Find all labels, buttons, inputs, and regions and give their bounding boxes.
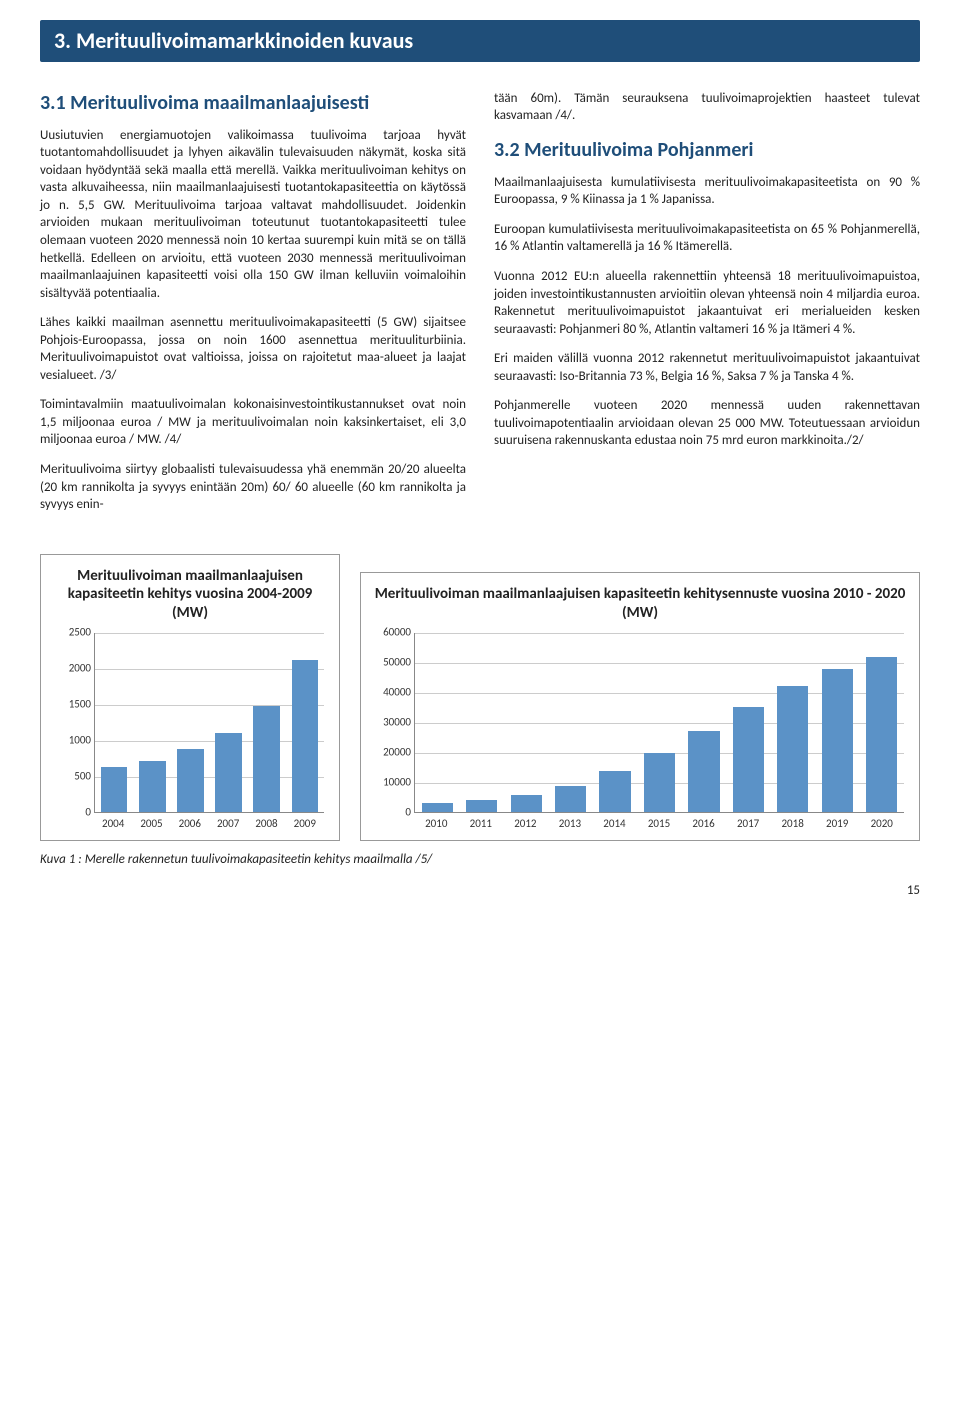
right-p4: Vuonna 2012 EU:n alueella rakennettiin y…	[494, 268, 920, 338]
xtick-label: 2020	[859, 817, 904, 832]
bar	[101, 767, 128, 812]
right-p2: Maailmanlaajuisesta kumulatiivisesta mer…	[494, 174, 920, 209]
bar	[253, 706, 280, 812]
right-p6: Pohjanmerelle vuoteen 2020 mennessä uude…	[494, 397, 920, 450]
ytick-label: 2000	[69, 661, 95, 676]
right-p3: Euroopan kumulatiivisesta merituulivoima…	[494, 221, 920, 256]
bar	[139, 761, 166, 812]
section-banner: 3. Merituulivoimamarkkinoiden kuvaus	[40, 20, 920, 62]
xtick-label: 2006	[171, 817, 209, 832]
xtick-label: 2007	[209, 817, 247, 832]
page-number: 15	[40, 882, 920, 900]
ytick-label: 1000	[69, 733, 95, 748]
xtick-label: 2019	[815, 817, 860, 832]
xtick-label: 2018	[770, 817, 815, 832]
left-p1: Uusiutuvien energiamuotojen valikoimassa…	[40, 127, 466, 302]
left-p3: Toimintavalmiin maatuulivoimalan kokonai…	[40, 396, 466, 449]
bar	[215, 733, 242, 812]
ytick-label: 40000	[383, 685, 415, 700]
xtick-label: 2015	[637, 817, 682, 832]
bar	[466, 800, 497, 812]
heading-3-2: 3.2 Merituulivoima Pohjanmeri	[494, 137, 920, 164]
charts-row: Merituulivoiman maailmanlaajuisen kapasi…	[40, 554, 920, 841]
ytick-label: 50000	[383, 655, 415, 670]
bar	[292, 660, 319, 812]
figure-caption: Kuva 1 : Merelle rakennetun tuulivoimaka…	[40, 851, 920, 869]
bar	[866, 657, 897, 812]
ytick-label: 60000	[383, 625, 415, 640]
xtick-label: 2010	[414, 817, 459, 832]
xtick-label: 2004	[94, 817, 132, 832]
left-p2: Lähes kaikki maailman asennettu merituul…	[40, 314, 466, 384]
xtick-label: 2014	[592, 817, 637, 832]
ytick-label: 0	[405, 805, 415, 820]
ytick-label: 30000	[383, 715, 415, 730]
xtick-label: 2013	[548, 817, 593, 832]
chart-2-area: 0100002000030000400005000060000201020112…	[376, 633, 904, 832]
bar	[644, 753, 675, 812]
chart-1-area: 0500100015002000250020042005200620072008…	[56, 633, 324, 832]
bar	[777, 686, 808, 812]
bar	[422, 803, 453, 812]
xtick-label: 2016	[681, 817, 726, 832]
ytick-label: 20000	[383, 745, 415, 760]
ytick-label: 0	[85, 805, 95, 820]
xtick-label: 2009	[286, 817, 324, 832]
ytick-label: 1500	[69, 697, 95, 712]
right-p5: Eri maiden välillä vuonna 2012 rakennetu…	[494, 350, 920, 385]
ytick-label: 500	[74, 769, 95, 784]
xtick-label: 2012	[503, 817, 548, 832]
chart-1-title: Merituulivoiman maailmanlaajuisen kapasi…	[51, 567, 329, 623]
xtick-label: 2011	[459, 817, 504, 832]
bar	[511, 795, 542, 812]
heading-3-1: 3.1 Merituulivoima maailmanlaajuisesti	[40, 90, 466, 117]
left-p4: Merituulivoima siirtyy globaalisti tulev…	[40, 461, 466, 514]
right-p1: tään 60m). Tämän seurauksena tuulivoimap…	[494, 90, 920, 125]
xtick-label: 2005	[132, 817, 170, 832]
chart-2: Merituulivoiman maailmanlaajuisen kapasi…	[360, 572, 920, 840]
bar	[177, 749, 204, 812]
bar	[822, 669, 853, 812]
text-columns: 3.1 Merituulivoima maailmanlaajuisesti U…	[40, 90, 920, 514]
bar	[599, 771, 630, 812]
chart-1: Merituulivoiman maailmanlaajuisen kapasi…	[40, 554, 340, 841]
xtick-label: 2017	[726, 817, 771, 832]
bar	[555, 786, 586, 812]
ytick-label: 10000	[383, 775, 415, 790]
xtick-label: 2008	[247, 817, 285, 832]
bar	[733, 707, 764, 812]
right-column: tään 60m). Tämän seurauksena tuulivoimap…	[494, 90, 920, 514]
left-column: 3.1 Merituulivoima maailmanlaajuisesti U…	[40, 90, 466, 514]
ytick-label: 2500	[69, 625, 95, 640]
chart-2-title: Merituulivoiman maailmanlaajuisen kapasi…	[371, 585, 909, 623]
bar	[688, 731, 719, 812]
